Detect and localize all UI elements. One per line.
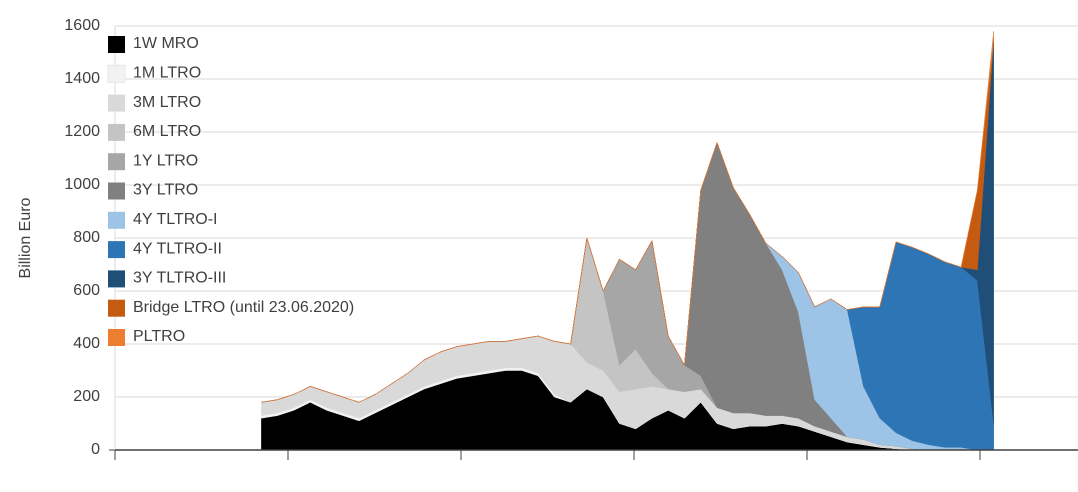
area [261,31,994,403]
y-tick-label: 1200 [64,123,100,140]
areas [261,31,994,451]
y-tick-label: 800 [73,229,100,246]
legend-swatch [108,182,125,200]
legend-swatch [108,211,125,229]
legend-label: 1M LTRO [133,65,201,82]
legend-label: 3Y TLTRO-III [133,270,226,287]
legend-swatch [108,299,125,317]
legend-swatch [108,36,125,53]
y-axis-title: Billion Euro [17,197,34,278]
legend-label: 6M LTRO [133,123,201,140]
legend-swatch [108,270,125,288]
legend-label: 1W MRO [133,35,199,52]
y-tick-label: 0 [91,441,100,458]
legend-label: 3Y LTRO [133,182,198,199]
legend-swatch [108,123,125,141]
legend-label: 4Y TLTRO-I [133,211,217,228]
legend-swatch [108,153,125,171]
legend-label: 1Y LTRO [133,152,198,169]
y-tick-label: 1600 [64,17,100,34]
legend-swatch [107,64,126,83]
y-tick-label: 600 [73,282,100,299]
legend-swatch [108,94,125,112]
legend-swatch [108,241,125,259]
y-tick-label: 1400 [64,70,100,87]
legend-label: 4Y TLTRO-II [133,240,222,257]
y-tick-label: 400 [73,335,100,352]
y-tick-label: 1000 [64,176,100,193]
legend: 1W MRO 1M LTRO 3M LTRO 6M LTRO 1Y LTRO 3Y LTR… [107,35,354,346]
legend-label: Bridge LTRO (until 23.06.2020) [133,299,354,316]
legend-label: 3M LTRO [133,94,201,111]
legend-swatch [108,329,125,346]
legend-label: PLTRO [133,328,185,345]
y-tick-label: 200 [73,388,100,405]
